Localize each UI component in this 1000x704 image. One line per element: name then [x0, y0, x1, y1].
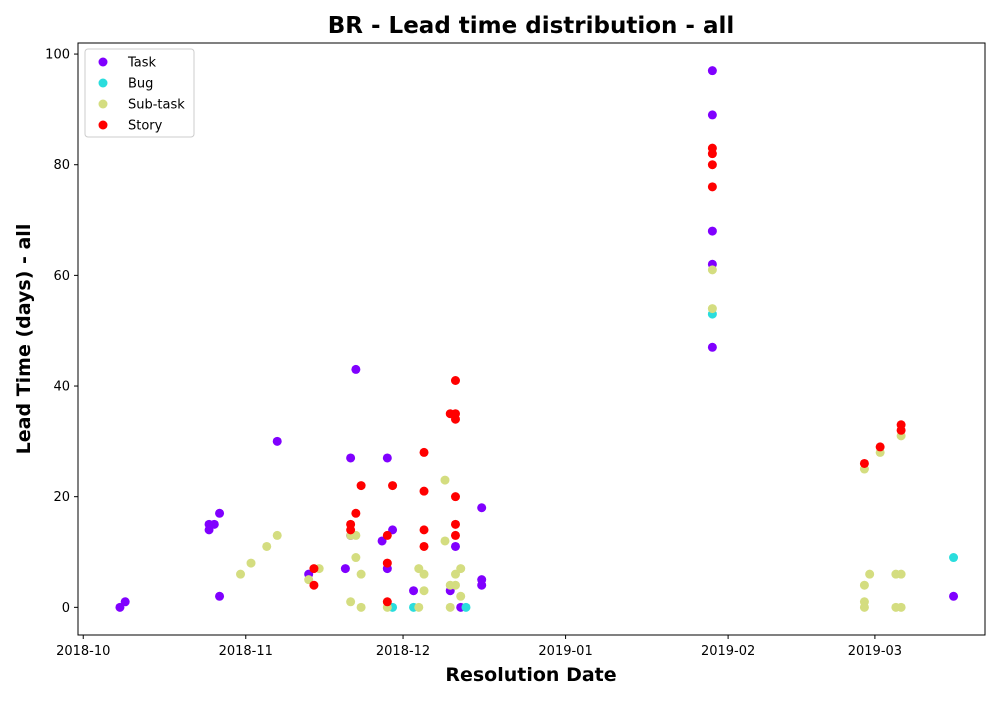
sub-task-point	[414, 602, 424, 612]
sub-task-point	[456, 591, 466, 601]
legend-label-task: Task	[127, 56, 157, 71]
story-point	[707, 149, 717, 159]
data-points	[115, 66, 959, 612]
y-axis-label: Lead Time (days) - all	[13, 224, 35, 455]
y-tick-label: 40	[53, 380, 70, 395]
sub-task-point	[450, 580, 460, 590]
y-tick-label: 0	[62, 601, 70, 616]
legend: Task Bug Sub-task Story	[84, 48, 195, 138]
task-point	[477, 503, 487, 513]
y-tick-label: 80	[53, 158, 70, 173]
task-point	[340, 564, 350, 574]
sub-task-point	[351, 553, 361, 563]
x-axis-label: Resolution Date	[445, 664, 616, 686]
story-point	[419, 525, 429, 535]
story-point	[309, 580, 319, 590]
bug-point	[461, 602, 471, 612]
x-tick-label: 2018-11	[219, 644, 273, 659]
task-point	[215, 591, 225, 601]
story-point	[388, 481, 398, 491]
task-point	[949, 591, 959, 601]
legend-label-sub-task: Sub-task	[128, 98, 185, 113]
sub-task-point	[272, 530, 282, 540]
legend-marker-sub-task	[98, 99, 108, 109]
sub-task-point	[896, 602, 906, 612]
x-tick-label: 2019-03	[848, 644, 902, 659]
sub-task-point	[707, 304, 717, 314]
bug-point	[949, 553, 959, 563]
sub-task-point	[236, 569, 246, 579]
story-point	[356, 481, 366, 491]
story-point	[450, 414, 460, 424]
task-point	[477, 580, 487, 590]
sub-task-point	[440, 475, 450, 485]
task-point	[215, 508, 225, 518]
story-point	[707, 182, 717, 192]
sub-task-point	[456, 564, 466, 574]
sub-task-point	[859, 602, 869, 612]
y-axis: 0 20 40 60 80 100	[45, 48, 78, 616]
sub-task-point	[707, 265, 717, 275]
story-point	[875, 442, 885, 452]
sub-task-point	[445, 602, 455, 612]
story-point	[309, 564, 319, 574]
y-tick-label: 60	[53, 269, 70, 284]
y-tick-label: 100	[45, 48, 70, 63]
story-point	[419, 447, 429, 457]
story-point	[707, 160, 717, 170]
legend-marker-task	[98, 57, 108, 67]
task-point	[409, 586, 419, 596]
task-point	[382, 453, 392, 463]
chart-title: BR - Lead time distribution - all	[328, 13, 735, 39]
task-point	[351, 364, 361, 374]
sub-task-point	[896, 569, 906, 579]
sub-task-point	[859, 580, 869, 590]
x-tick-label: 2019-02	[701, 644, 755, 659]
story-point	[346, 525, 356, 535]
sub-task-point	[356, 602, 366, 612]
story-point	[382, 558, 392, 568]
plot-area	[77, 42, 986, 636]
x-axis: 2018-10 2018-11 2018-12 2019-01 2019-02 2019-…	[56, 635, 902, 659]
sub-task-point	[262, 541, 272, 551]
sub-task-point	[419, 569, 429, 579]
y-tick-label: 20	[53, 490, 70, 505]
legend-label-bug: Bug	[128, 77, 153, 92]
story-point	[450, 530, 460, 540]
x-tick-label: 2018-10	[56, 644, 110, 659]
story-point	[450, 492, 460, 502]
story-point	[382, 597, 392, 607]
story-point	[351, 508, 361, 518]
sub-task-point	[246, 558, 256, 568]
sub-task-point	[440, 536, 450, 546]
legend-label-story: Story	[128, 119, 163, 134]
story-point	[419, 541, 429, 551]
task-point	[707, 66, 717, 76]
story-point	[419, 486, 429, 496]
story-point	[896, 425, 906, 435]
task-point	[707, 342, 717, 352]
task-point	[209, 519, 219, 529]
task-point	[707, 226, 717, 236]
legend-marker-bug	[98, 78, 108, 88]
sub-task-point	[865, 569, 875, 579]
task-point	[272, 436, 282, 446]
sub-task-point	[356, 569, 366, 579]
sub-task-point	[346, 597, 356, 607]
story-point	[382, 530, 392, 540]
story-point	[450, 375, 460, 385]
task-point	[450, 541, 460, 551]
x-tick-label: 2019-01	[538, 644, 592, 659]
story-point	[859, 458, 869, 468]
task-point	[120, 597, 130, 607]
legend-box	[84, 48, 195, 138]
x-tick-label: 2018-12	[376, 644, 430, 659]
sub-task-point	[419, 586, 429, 596]
task-point	[346, 453, 356, 463]
task-point	[707, 110, 717, 120]
legend-marker-story	[98, 120, 108, 130]
story-point	[450, 519, 460, 529]
